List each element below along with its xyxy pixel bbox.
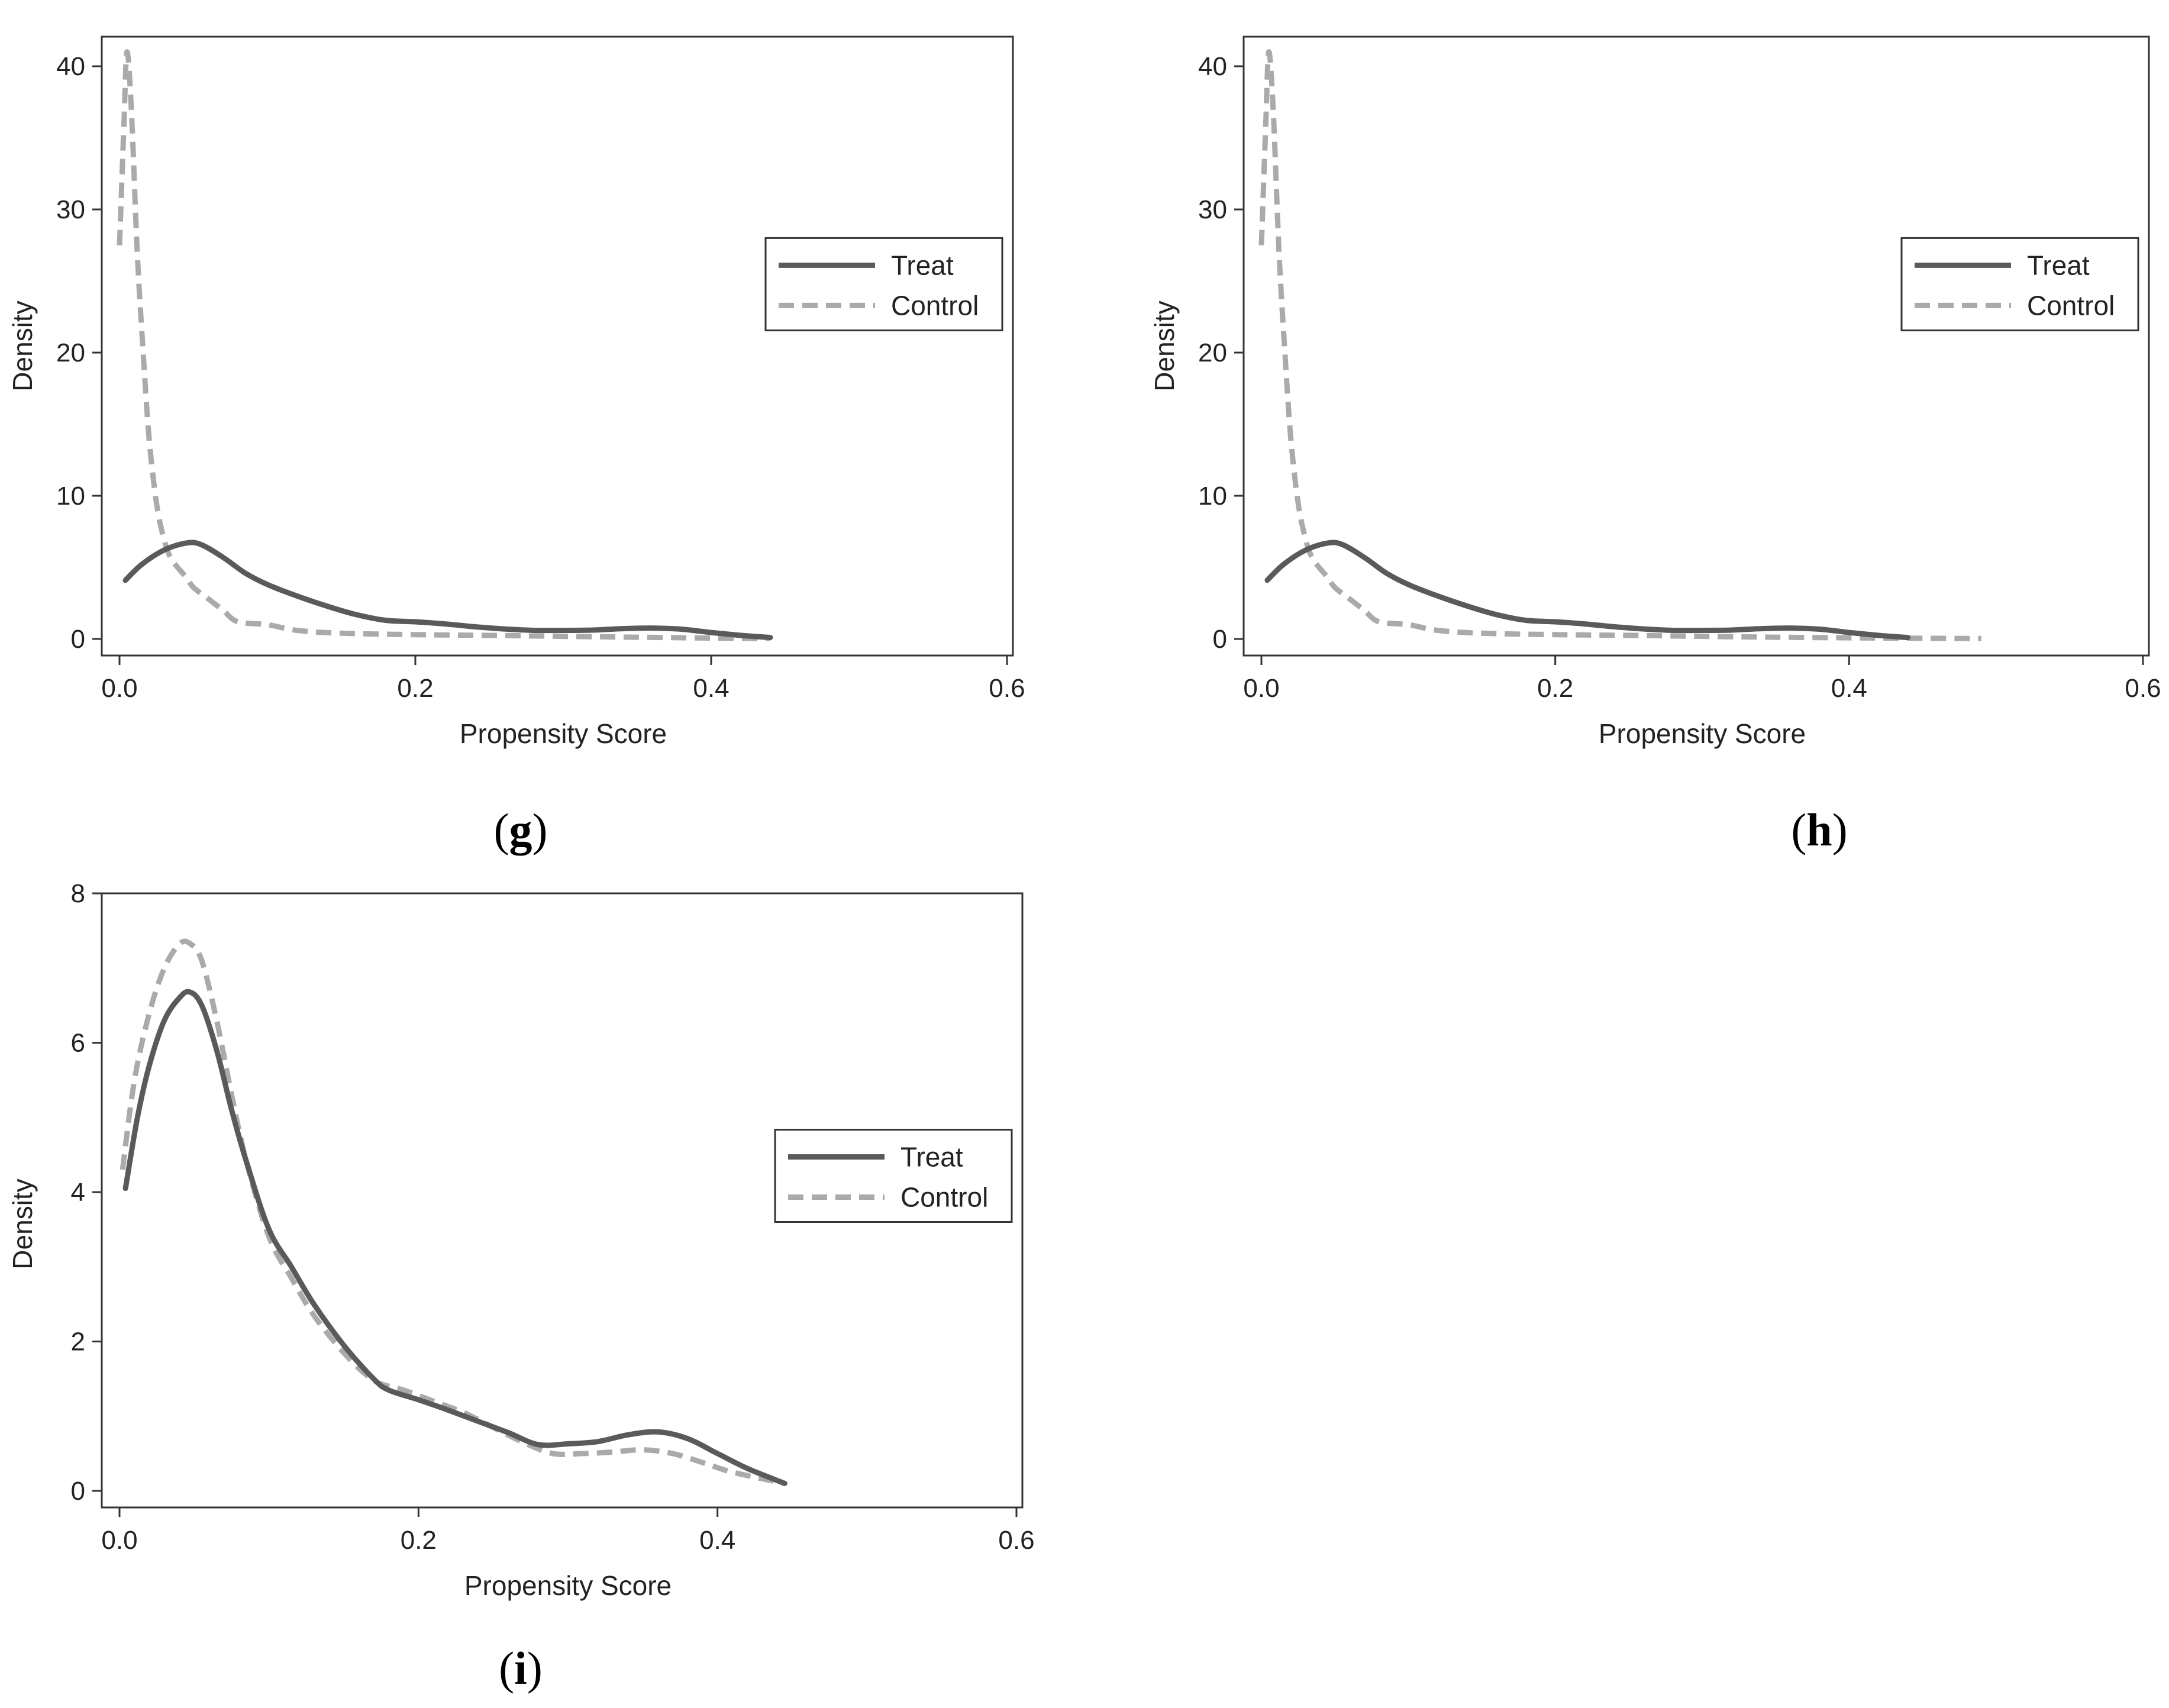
series-line-h-treat [1264, 540, 1911, 641]
chart-panel-g: 0.0 0.2 0.4 0.6 0 10 20 30 40 Propensity Score Den… [0, 0, 1029, 816]
x-axis-title-i: Propensity Score [464, 1570, 672, 1601]
caption-h-letter: h [1806, 804, 1832, 855]
legend-box-h [1900, 237, 2139, 331]
x-tick-label-i-3: 0.6 [998, 1526, 1034, 1555]
y-axis-title-h: Density [1149, 301, 1180, 391]
y-tick-label-i-0: 0 [71, 1477, 85, 1506]
series-line-h-control [1258, 49, 1981, 641]
legend-label-g-treat: Treat [891, 250, 954, 280]
y-tick-label-i-2: 4 [71, 1178, 85, 1207]
legend-label-g-control: Control [891, 290, 979, 321]
legend-label-i-treat: Treat [900, 1141, 963, 1172]
series-line-g-treat [122, 540, 773, 641]
y-tick-label-g-1: 10 [56, 482, 85, 511]
caption-h: (h) [1791, 804, 1848, 855]
x-tick-label-h-0: 0.0 [1243, 674, 1279, 703]
y-tick-label-g-0: 0 [71, 625, 85, 654]
legend-label-h-treat: Treat [2027, 250, 2090, 280]
x-tick-label-g-2: 0.4 [693, 674, 729, 703]
x-axis-title-g: Propensity Score [460, 718, 667, 749]
caption-g: (g) [493, 804, 548, 855]
x-tick-label-g-3: 0.6 [989, 674, 1025, 703]
legend-label-h-control: Control [2027, 290, 2115, 321]
plot-frame-i [101, 892, 1024, 1509]
x-tick-label-i-0: 0.0 [101, 1526, 137, 1555]
y-tick-label-h-0: 0 [1213, 625, 1227, 654]
y-tick-label-i-4: 8 [71, 879, 85, 908]
x-tick-label-i-2: 0.4 [699, 1526, 735, 1555]
x-axis-title-h: Propensity Score [1599, 718, 1806, 749]
x-tick-label-g-1: 0.2 [397, 674, 433, 703]
x-tick-label-h-2: 0.4 [1831, 674, 1867, 703]
legend-label-i-control: Control [900, 1181, 988, 1212]
caption-i-letter: i [514, 1642, 527, 1694]
y-tick-label-g-2: 20 [56, 338, 85, 367]
chart-svg-i: 0.0 0.2 0.4 0.6 0 2 4 6 8 Propensity Score Density… [7, 879, 1035, 1601]
series-line-i-control [120, 938, 786, 1486]
y-tick-label-h-4: 40 [1198, 52, 1227, 81]
chart-svg-g: 0.0 0.2 0.4 0.6 0 10 20 30 40 Propensity Score Den… [7, 35, 1025, 749]
plot-frame-g [101, 35, 1014, 657]
y-tick-label-g-3: 30 [56, 195, 85, 224]
chart-svg-h: 0.0 0.2 0.4 0.6 0 10 20 30 40 Propensity Score Den… [1149, 35, 2161, 749]
caption-g-letter: g [509, 804, 532, 855]
x-tick-label-h-1: 0.2 [1537, 674, 1573, 703]
series-line-i-treat [122, 989, 787, 1486]
legend-box-i [774, 1128, 1013, 1223]
x-tick-label-i-1: 0.2 [401, 1526, 437, 1555]
y-tick-label-i-1: 2 [71, 1328, 85, 1357]
legend-box-g [764, 237, 1003, 331]
chart-panel-h: 0.0 0.2 0.4 0.6 0 10 20 30 40 Propensity Score Den… [1130, 0, 2169, 816]
y-tick-label-h-3: 30 [1198, 195, 1227, 224]
y-tick-label-i-3: 6 [71, 1029, 85, 1058]
x-tick-label-g-0: 0.0 [101, 674, 137, 703]
series-line-g-control [117, 49, 771, 641]
caption-i: (i) [499, 1642, 543, 1694]
y-tick-label-h-1: 10 [1198, 482, 1227, 511]
y-axis-title-g: Density [7, 301, 38, 391]
y-tick-label-h-2: 20 [1198, 338, 1227, 367]
y-axis-title-i: Density [7, 1179, 38, 1269]
y-tick-label-g-4: 40 [56, 52, 85, 81]
x-tick-label-h-3: 0.6 [2125, 674, 2161, 703]
chart-panel-i: 0.0 0.2 0.4 0.6 0 2 4 6 8 Propensity Score Density… [0, 852, 1041, 1609]
plot-frame-h [1242, 35, 2150, 657]
